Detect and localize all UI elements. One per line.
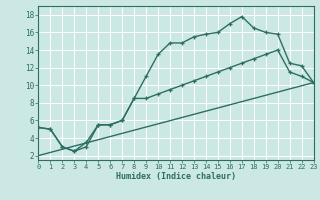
X-axis label: Humidex (Indice chaleur): Humidex (Indice chaleur)	[116, 172, 236, 181]
